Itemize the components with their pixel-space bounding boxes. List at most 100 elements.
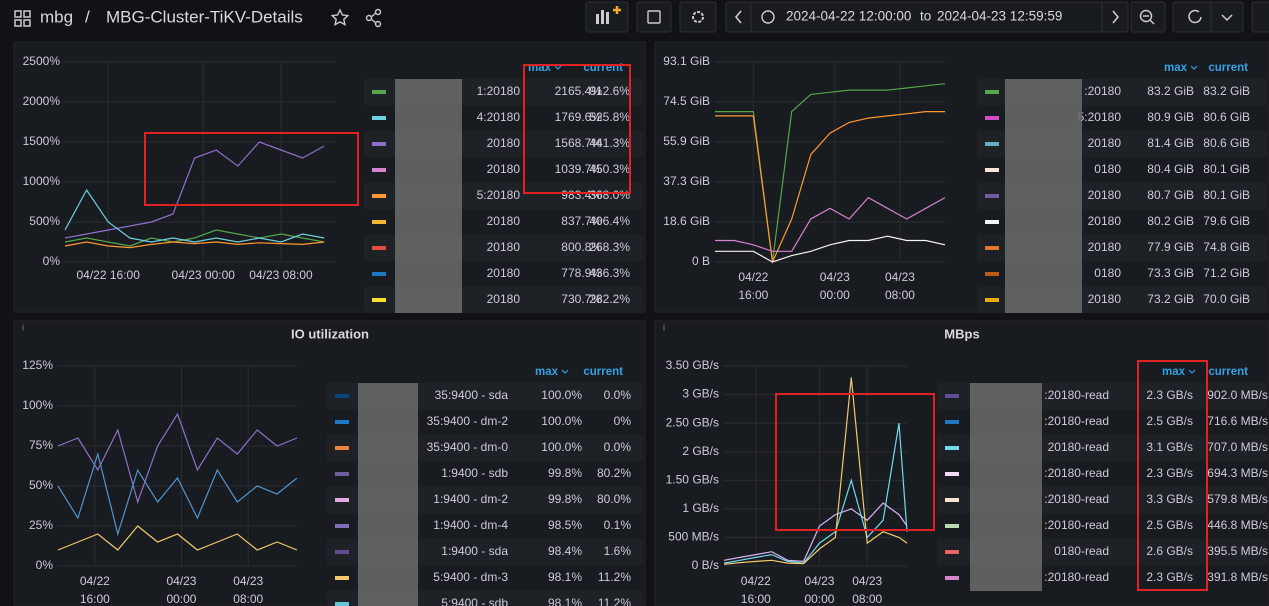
legend-name[interactable]: 20180 [487, 214, 521, 228]
legend-name[interactable]: 1:9400 - sdb [441, 466, 508, 480]
legend-swatch[interactable] [985, 298, 999, 302]
redaction [1005, 79, 1082, 105]
dashboard-title[interactable]: MBG-Cluster-TiKV-Details [106, 7, 303, 26]
legend-name[interactable]: 5:9400 - sdb [441, 596, 508, 606]
legend-name[interactable]: 35:9400 - dm-0 [427, 440, 509, 454]
legend-current: 74.8 GiB [1203, 240, 1250, 254]
legend-name[interactable]: 1:9400 - sda [441, 544, 508, 558]
legend-name[interactable]: 5:9400 - dm-3 [433, 570, 508, 584]
legend-swatch[interactable] [372, 298, 386, 302]
legend-swatch[interactable] [372, 116, 386, 120]
legend-name[interactable]: 20180 [1088, 292, 1122, 306]
legend-header[interactable]: max [528, 62, 552, 74]
legend-swatch[interactable] [335, 498, 349, 502]
legend-swatch[interactable] [372, 246, 386, 250]
legend-name[interactable]: 20180 [1088, 214, 1122, 228]
legend-name[interactable]: :20180-read [1044, 466, 1109, 480]
legend-name[interactable]: 4:20180 [477, 110, 521, 124]
zoom-out-button[interactable] [1131, 2, 1165, 32]
legend-name[interactable]: 5:20180 [1078, 110, 1122, 124]
legend-swatch[interactable] [372, 194, 386, 198]
legend-swatch[interactable] [945, 550, 959, 554]
legend-header[interactable]: max [535, 366, 559, 378]
legend-header[interactable]: current [1208, 366, 1248, 378]
legend-swatch[interactable] [335, 524, 349, 528]
legend-header[interactable]: current [1208, 62, 1248, 74]
legend-swatch[interactable] [985, 194, 999, 198]
info-icon[interactable]: i [22, 322, 24, 332]
redaction [1005, 287, 1082, 313]
legend-swatch[interactable] [945, 472, 959, 476]
legend-name[interactable]: :20180-read [1044, 492, 1109, 506]
legend-swatch[interactable] [945, 498, 959, 502]
legend-swatch[interactable] [335, 446, 349, 450]
legend-name[interactable]: 0180 [1094, 266, 1121, 280]
legend-current: 0.0% [604, 388, 632, 402]
legend-name[interactable]: 0180-read [1054, 544, 1109, 558]
legend-name[interactable]: :20180 [1084, 84, 1121, 98]
legend-name[interactable]: 1:9400 - dm-2 [433, 492, 508, 506]
legend-header[interactable]: max [1162, 366, 1186, 378]
refresh-button[interactable] [1173, 2, 1243, 32]
legend-swatch[interactable] [335, 550, 349, 554]
legend-swatch[interactable] [372, 272, 386, 276]
legend-swatch[interactable] [335, 420, 349, 424]
legend-max: 73.3 GiB [1147, 266, 1194, 280]
legend-swatch[interactable] [945, 420, 959, 424]
legend-name[interactable]: 35:9400 - dm-2 [427, 414, 509, 428]
legend-name[interactable]: :20180-read [1044, 388, 1109, 402]
legend-swatch[interactable] [945, 576, 959, 580]
legend-name[interactable]: :20180-read [1044, 414, 1109, 428]
legend-name[interactable]: :20180-read [1044, 570, 1109, 584]
legend-name[interactable]: 20180 [487, 266, 521, 280]
legend-name[interactable]: 0180 [1094, 162, 1121, 176]
settings-button[interactable] [680, 2, 716, 32]
legend-name[interactable]: 20180 [487, 240, 521, 254]
legend-swatch[interactable] [335, 472, 349, 476]
legend-swatch[interactable] [985, 90, 999, 94]
legend-name[interactable]: 20180 [487, 136, 521, 150]
legend-name[interactable]: 20180 [1088, 136, 1122, 150]
legend-swatch[interactable] [985, 220, 999, 224]
legend-swatch[interactable] [985, 272, 999, 276]
legend-header[interactable]: max [1164, 62, 1188, 74]
legend-current: 83.2 GiB [1203, 84, 1250, 98]
legend-swatch[interactable] [945, 394, 959, 398]
legend-name[interactable]: 1:20180 [477, 84, 521, 98]
y-tick-label: 50% [29, 478, 53, 492]
legend-name[interactable]: 20180 [1088, 188, 1122, 202]
legend-current: 79.6 GiB [1203, 214, 1250, 228]
legend-name[interactable]: 1:9400 - dm-4 [433, 518, 508, 532]
redaction [395, 287, 462, 313]
legend-header[interactable]: current [583, 62, 623, 74]
legend-name[interactable]: 20180-read [1048, 440, 1109, 454]
legend-swatch[interactable] [372, 168, 386, 172]
x-tick-label: 04/22 [80, 574, 110, 588]
legend-swatch[interactable] [372, 90, 386, 94]
legend-swatch[interactable] [945, 446, 959, 450]
legend-swatch[interactable] [985, 142, 999, 146]
legend-swatch[interactable] [335, 394, 349, 398]
legend-max: 80.2 GiB [1147, 214, 1194, 228]
legend-swatch[interactable] [985, 246, 999, 250]
legend-swatch[interactable] [335, 602, 349, 606]
view-mode-button[interactable] [1252, 2, 1269, 32]
legend-swatch[interactable] [372, 220, 386, 224]
save-button[interactable] [637, 2, 671, 32]
legend-name[interactable]: 20180 [487, 292, 521, 306]
info-icon[interactable]: i [663, 322, 665, 332]
legend-swatch[interactable] [335, 576, 349, 580]
legend-swatch[interactable] [372, 142, 386, 146]
legend-name[interactable]: :20180-read [1044, 518, 1109, 532]
legend-swatch[interactable] [985, 168, 999, 172]
legend-name[interactable]: 20180 [1088, 240, 1122, 254]
legend-swatch[interactable] [945, 524, 959, 528]
legend-header[interactable]: current [583, 366, 623, 378]
legend-current: 395.5 MB/s [1207, 544, 1268, 558]
legend-name[interactable]: 20180 [487, 162, 521, 176]
y-tick-label: 2000% [23, 94, 61, 108]
legend-name[interactable]: 35:9400 - sda [435, 388, 509, 402]
legend-swatch[interactable] [985, 116, 999, 120]
legend-name[interactable]: 5:20180 [477, 188, 521, 202]
breadcrumb[interactable]: mbg [40, 7, 73, 26]
